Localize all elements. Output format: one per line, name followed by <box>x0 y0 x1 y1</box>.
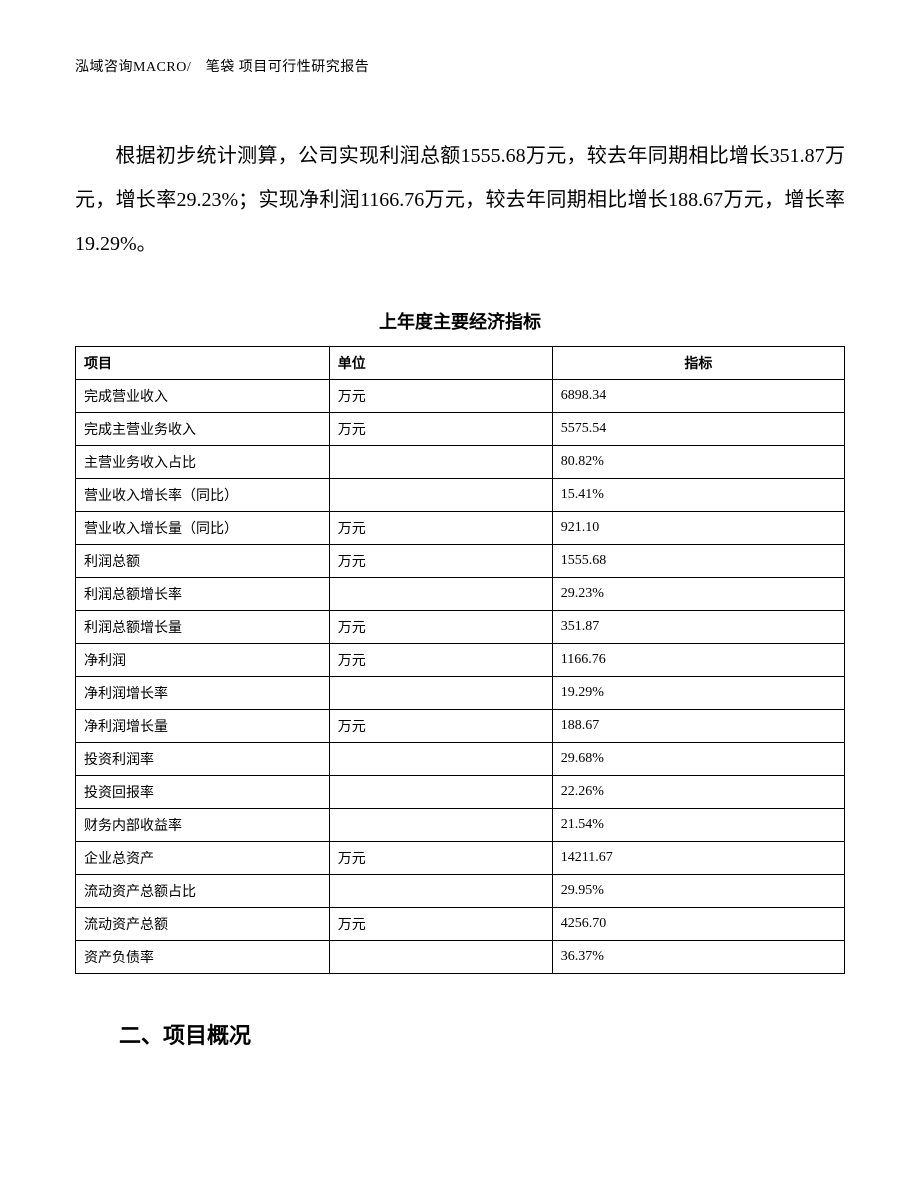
cell-value: 14211.67 <box>552 842 844 875</box>
cell-value: 1166.76 <box>552 644 844 677</box>
cell-item: 主营业务收入占比 <box>76 446 330 479</box>
cell-value: 22.26% <box>552 776 844 809</box>
cell-unit: 万元 <box>329 413 552 446</box>
page-container: 泓域咨询MACRO/ 笔袋 项目可行性研究报告 根据初步统计测算，公司实现利润总… <box>0 0 920 1050</box>
table-body: 完成营业收入 万元 6898.34 完成主营业务收入 万元 5575.54 主营… <box>76 380 845 974</box>
cell-value: 19.29% <box>552 677 844 710</box>
cell-unit <box>329 446 552 479</box>
cell-item: 资产负债率 <box>76 941 330 974</box>
cell-value: 5575.54 <box>552 413 844 446</box>
cell-item: 完成主营业务收入 <box>76 413 330 446</box>
table-row: 利润总额增长率 29.23% <box>76 578 845 611</box>
cell-value: 188.67 <box>552 710 844 743</box>
cell-unit: 万元 <box>329 512 552 545</box>
cell-item: 净利润增长率 <box>76 677 330 710</box>
table-row: 营业收入增长率（同比） 15.41% <box>76 479 845 512</box>
cell-unit <box>329 479 552 512</box>
table-row: 利润总额增长量 万元 351.87 <box>76 611 845 644</box>
cell-unit: 万元 <box>329 545 552 578</box>
table-header-item: 项目 <box>76 347 330 380</box>
table-row: 投资回报率 22.26% <box>76 776 845 809</box>
table-row: 流动资产总额 万元 4256.70 <box>76 908 845 941</box>
cell-unit: 万元 <box>329 842 552 875</box>
economic-indicators-table: 项目 单位 指标 完成营业收入 万元 6898.34 完成主营业务收入 万元 5… <box>75 346 845 974</box>
cell-value: 21.54% <box>552 809 844 842</box>
cell-unit <box>329 941 552 974</box>
cell-item: 投资利润率 <box>76 743 330 776</box>
table-row: 净利润增长量 万元 188.67 <box>76 710 845 743</box>
table-header-value: 指标 <box>552 347 844 380</box>
table-row: 净利润 万元 1166.76 <box>76 644 845 677</box>
cell-unit: 万元 <box>329 710 552 743</box>
table-row: 财务内部收益率 21.54% <box>76 809 845 842</box>
table-title: 上年度主要经济指标 <box>75 308 845 334</box>
cell-unit <box>329 875 552 908</box>
cell-unit <box>329 776 552 809</box>
table-row: 主营业务收入占比 80.82% <box>76 446 845 479</box>
cell-value: 29.95% <box>552 875 844 908</box>
cell-unit <box>329 743 552 776</box>
cell-item: 投资回报率 <box>76 776 330 809</box>
table-row: 资产负债率 36.37% <box>76 941 845 974</box>
table-row: 营业收入增长量（同比） 万元 921.10 <box>76 512 845 545</box>
cell-item: 流动资产总额 <box>76 908 330 941</box>
cell-item: 净利润 <box>76 644 330 677</box>
table-row: 利润总额 万元 1555.68 <box>76 545 845 578</box>
cell-item: 财务内部收益率 <box>76 809 330 842</box>
summary-paragraph: 根据初步统计测算，公司实现利润总额1555.68万元，较去年同期相比增长351.… <box>75 134 845 266</box>
cell-value: 36.37% <box>552 941 844 974</box>
cell-item: 完成营业收入 <box>76 380 330 413</box>
cell-value: 80.82% <box>552 446 844 479</box>
cell-unit <box>329 578 552 611</box>
cell-value: 29.68% <box>552 743 844 776</box>
cell-item: 营业收入增长率（同比） <box>76 479 330 512</box>
cell-unit: 万元 <box>329 380 552 413</box>
cell-unit: 万元 <box>329 908 552 941</box>
section-heading: 二、项目概况 <box>75 1018 845 1050</box>
cell-item: 营业收入增长量（同比） <box>76 512 330 545</box>
cell-item: 利润总额 <box>76 545 330 578</box>
page-header: 泓域咨询MACRO/ 笔袋 项目可行性研究报告 <box>75 56 845 76</box>
cell-value: 15.41% <box>552 479 844 512</box>
summary-paragraph-text: 根据初步统计测算，公司实现利润总额1555.68万元，较去年同期相比增长351.… <box>75 145 845 255</box>
cell-unit <box>329 677 552 710</box>
table-row: 完成主营业务收入 万元 5575.54 <box>76 413 845 446</box>
cell-unit: 万元 <box>329 611 552 644</box>
cell-unit <box>329 809 552 842</box>
cell-item: 净利润增长量 <box>76 710 330 743</box>
cell-value: 4256.70 <box>552 908 844 941</box>
cell-value: 29.23% <box>552 578 844 611</box>
cell-item: 利润总额增长量 <box>76 611 330 644</box>
table-header-unit: 单位 <box>329 347 552 380</box>
cell-item: 利润总额增长率 <box>76 578 330 611</box>
cell-item: 流动资产总额占比 <box>76 875 330 908</box>
table-row: 投资利润率 29.68% <box>76 743 845 776</box>
cell-value: 921.10 <box>552 512 844 545</box>
table-row: 完成营业收入 万元 6898.34 <box>76 380 845 413</box>
table-row: 企业总资产 万元 14211.67 <box>76 842 845 875</box>
table-row: 净利润增长率 19.29% <box>76 677 845 710</box>
cell-item: 企业总资产 <box>76 842 330 875</box>
table-header-row: 项目 单位 指标 <box>76 347 845 380</box>
table-row: 流动资产总额占比 29.95% <box>76 875 845 908</box>
cell-value: 6898.34 <box>552 380 844 413</box>
cell-unit: 万元 <box>329 644 552 677</box>
cell-value: 351.87 <box>552 611 844 644</box>
cell-value: 1555.68 <box>552 545 844 578</box>
